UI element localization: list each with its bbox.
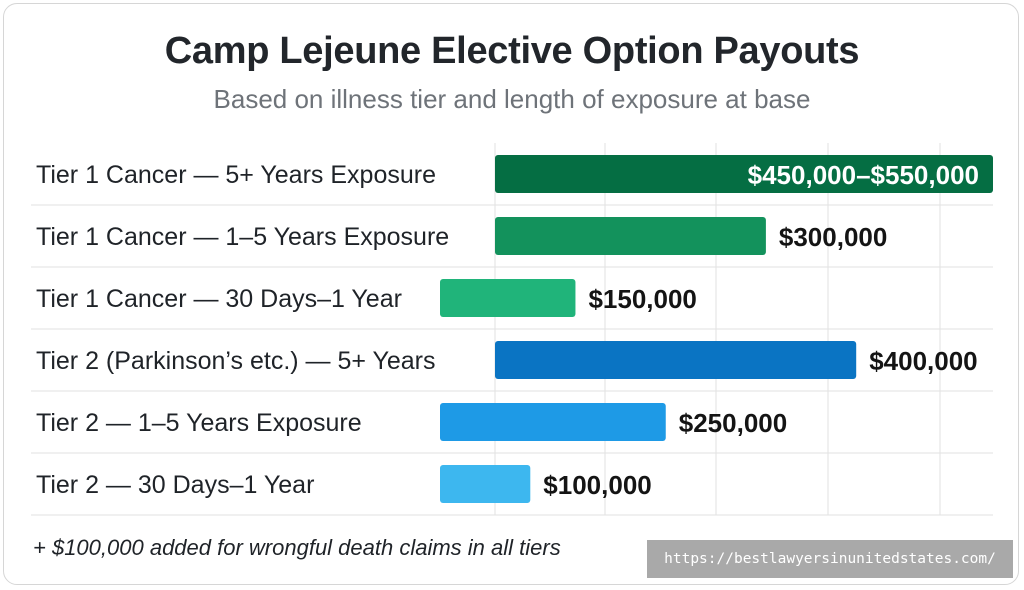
bar bbox=[440, 403, 666, 441]
category-label: Tier 1 Cancer — 30 Days–1 Year bbox=[36, 285, 402, 313]
grid bbox=[31, 143, 993, 516]
bar bbox=[440, 465, 531, 503]
category-label: Tier 2 (Parkinson’s etc.) — 5+ Years bbox=[36, 347, 436, 375]
value-label: $300,000 bbox=[779, 222, 887, 252]
bar bbox=[495, 341, 857, 379]
watermark: https://bestlawyersinunitedstates.com/ bbox=[647, 540, 1013, 578]
value-label: $400,000 bbox=[869, 346, 977, 376]
value-label: $450,000–$550,000 bbox=[748, 160, 979, 190]
category-label: Tier 1 Cancer — 1–5 Years Exposure bbox=[36, 223, 449, 251]
bar bbox=[440, 279, 576, 317]
category-label: Tier 2 — 30 Days–1 Year bbox=[36, 471, 314, 499]
category-labels: Tier 1 Cancer — 5+ Years Exposure Tier 1 … bbox=[36, 161, 449, 499]
bar bbox=[495, 155, 993, 193]
category-label: Tier 2 — 1–5 Years Exposure bbox=[36, 409, 362, 437]
bar bbox=[495, 217, 766, 255]
bars bbox=[440, 155, 993, 503]
footnote: + $100,000 added for wrongful death clai… bbox=[33, 535, 561, 560]
value-labels: $450,000–$550,000 $300,000 $150,000 $400,00… bbox=[543, 160, 979, 500]
category-label: Tier 1 Cancer — 5+ Years Exposure bbox=[36, 161, 436, 189]
value-label: $100,000 bbox=[543, 470, 651, 500]
chart-title: Camp Lejeune Elective Option Payouts bbox=[164, 30, 860, 72]
value-label: $150,000 bbox=[588, 284, 696, 314]
chart-subtitle: Based on illness tier and length of expo… bbox=[213, 84, 811, 114]
value-label: $250,000 bbox=[679, 408, 787, 438]
